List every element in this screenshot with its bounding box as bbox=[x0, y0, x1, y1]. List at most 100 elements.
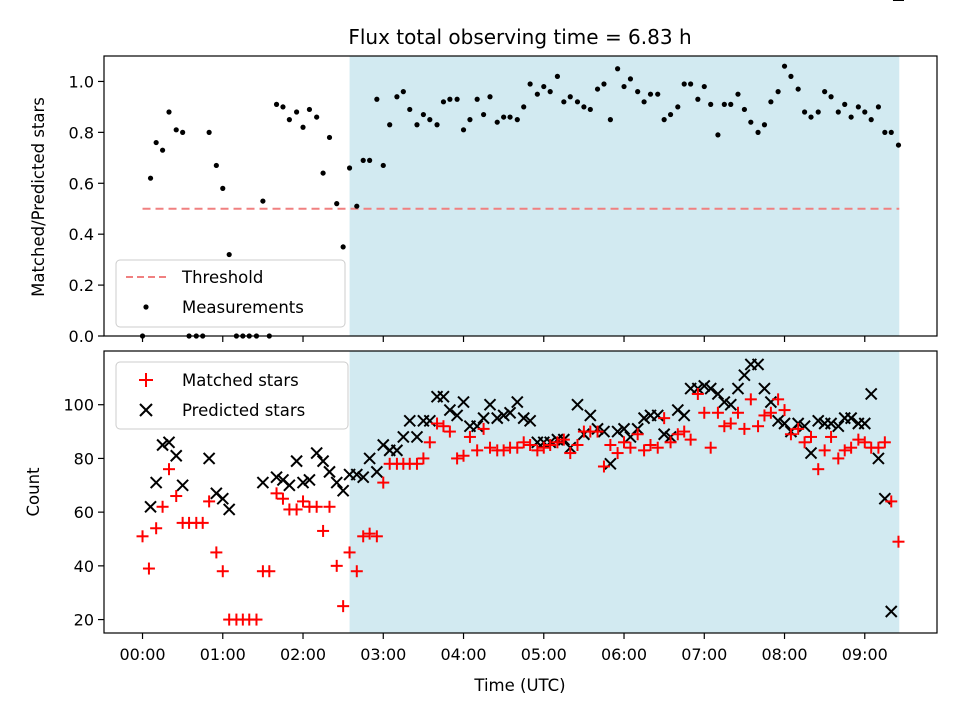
legend-predicted-swatch bbox=[139, 403, 153, 417]
measurement-point bbox=[574, 99, 581, 105]
predicted-star-point bbox=[503, 406, 517, 419]
top-y-axis: 0.0 0.2 0.4 0.6 0.8 1.0 bbox=[69, 72, 104, 346]
measurement-point bbox=[862, 109, 868, 115]
x-stroke bbox=[170, 449, 183, 462]
matched-star-point bbox=[310, 500, 323, 513]
predicted-star-point bbox=[778, 417, 791, 430]
x-stroke bbox=[377, 438, 390, 452]
matched-star-point bbox=[597, 460, 610, 473]
matched-star-point bbox=[537, 441, 550, 454]
x-stroke bbox=[617, 422, 631, 436]
x-stroke bbox=[812, 414, 825, 428]
x-tick-label: 00:00 bbox=[119, 645, 165, 664]
x-stroke bbox=[350, 468, 363, 481]
measurement-point bbox=[781, 63, 788, 69]
matched-star-point bbox=[805, 430, 818, 443]
y-tick-label: 40 bbox=[74, 557, 94, 576]
matched-star-point bbox=[792, 422, 805, 435]
matched-star-point bbox=[738, 422, 751, 435]
measurement-point bbox=[414, 122, 420, 128]
predicted-star-point bbox=[336, 484, 350, 497]
measurement-point bbox=[761, 122, 768, 128]
legend-threshold-label: Threshold bbox=[181, 268, 263, 287]
predicted-star-point bbox=[176, 479, 189, 492]
y-tick-label: 80 bbox=[74, 449, 94, 468]
x-stroke bbox=[497, 409, 510, 422]
x-stroke bbox=[511, 395, 524, 409]
predicted-star-point bbox=[491, 411, 504, 425]
measurement-point bbox=[842, 101, 848, 107]
matched-star-point bbox=[410, 457, 423, 470]
matched-star-point bbox=[363, 527, 376, 540]
matched-star-point bbox=[684, 433, 697, 446]
matched-star-point bbox=[196, 516, 209, 529]
predicted-star-point bbox=[283, 479, 296, 492]
matched-star-point bbox=[443, 425, 456, 438]
matched-star-point bbox=[724, 417, 737, 430]
measurement-point bbox=[875, 104, 882, 110]
measurement-point bbox=[294, 109, 300, 115]
matched-star-point bbox=[357, 530, 370, 543]
matched-star-point bbox=[718, 420, 731, 433]
predicted-star-point bbox=[222, 503, 236, 516]
predicted-star-point bbox=[410, 430, 424, 444]
x-stroke bbox=[597, 425, 611, 438]
x-stroke bbox=[678, 409, 691, 422]
matched-star-point bbox=[477, 422, 490, 435]
matched-star-point bbox=[604, 439, 617, 451]
measurement-point bbox=[334, 201, 340, 207]
x-tick-label: 04:00 bbox=[440, 645, 486, 664]
top-legend-box bbox=[115, 259, 346, 328]
measurement-point bbox=[741, 106, 747, 113]
predicted-star-point bbox=[704, 382, 717, 395]
matched-star-point bbox=[263, 565, 276, 578]
measurement-point bbox=[795, 86, 801, 92]
matched-star-point bbox=[457, 449, 470, 462]
x-stroke bbox=[403, 414, 416, 428]
matched-star-point bbox=[772, 393, 785, 406]
x-stroke bbox=[731, 382, 745, 395]
measurement-point bbox=[314, 114, 320, 120]
top-observing-window-shade bbox=[349, 56, 900, 336]
x-stroke bbox=[704, 382, 717, 395]
y-tick-label: 0.8 bbox=[69, 123, 94, 142]
bottom-panel: 20 40 60 80 100 00:00 01:00 02:00 03:00 04:00 05:… bbox=[24, 0, 938, 695]
measurement-point bbox=[587, 106, 593, 113]
measurement-point bbox=[180, 129, 186, 135]
legend-measurements-label: Measurements bbox=[182, 298, 304, 317]
predicted-star-point bbox=[303, 473, 316, 487]
legend-predicted-label: Predicted stars bbox=[182, 401, 305, 420]
x-stroke bbox=[671, 403, 684, 417]
matched-star-point bbox=[317, 524, 330, 537]
measurement-point bbox=[273, 101, 280, 107]
matched-star-point bbox=[858, 436, 871, 449]
predicted-star-point bbox=[350, 468, 363, 481]
measurement-point bbox=[615, 66, 621, 72]
measurement-point bbox=[721, 101, 727, 107]
measurement-point bbox=[607, 117, 613, 123]
x-stroke bbox=[778, 417, 791, 430]
measurement-point bbox=[828, 94, 834, 100]
predicted-star-point bbox=[751, 358, 765, 371]
chart-title: Flux total observing time = 6.83 h bbox=[348, 25, 691, 49]
measurement-point bbox=[467, 117, 473, 123]
measurement-point bbox=[153, 139, 159, 146]
measurement-point bbox=[868, 117, 874, 123]
measurement-point bbox=[661, 117, 667, 123]
measurement-point bbox=[788, 73, 794, 79]
matched-star-point bbox=[812, 463, 825, 476]
x-stroke bbox=[858, 417, 871, 430]
predicted-star-point bbox=[156, 438, 169, 452]
matched-star-point bbox=[664, 436, 677, 449]
measurement-point bbox=[594, 86, 601, 92]
measurement-point bbox=[755, 129, 761, 135]
bottom-observing-window-shade bbox=[349, 351, 900, 633]
matched-star-point bbox=[731, 406, 744, 419]
matched-stars-series bbox=[136, 387, 905, 626]
y-tick-label: 100 bbox=[63, 396, 94, 415]
top-panel: 0.0 0.2 0.4 0.6 0.8 1.0 Matched/Predicted sta… bbox=[29, 55, 938, 346]
x-stroke bbox=[470, 419, 484, 433]
predicted-star-point bbox=[724, 398, 737, 411]
measurement-point bbox=[260, 198, 266, 204]
